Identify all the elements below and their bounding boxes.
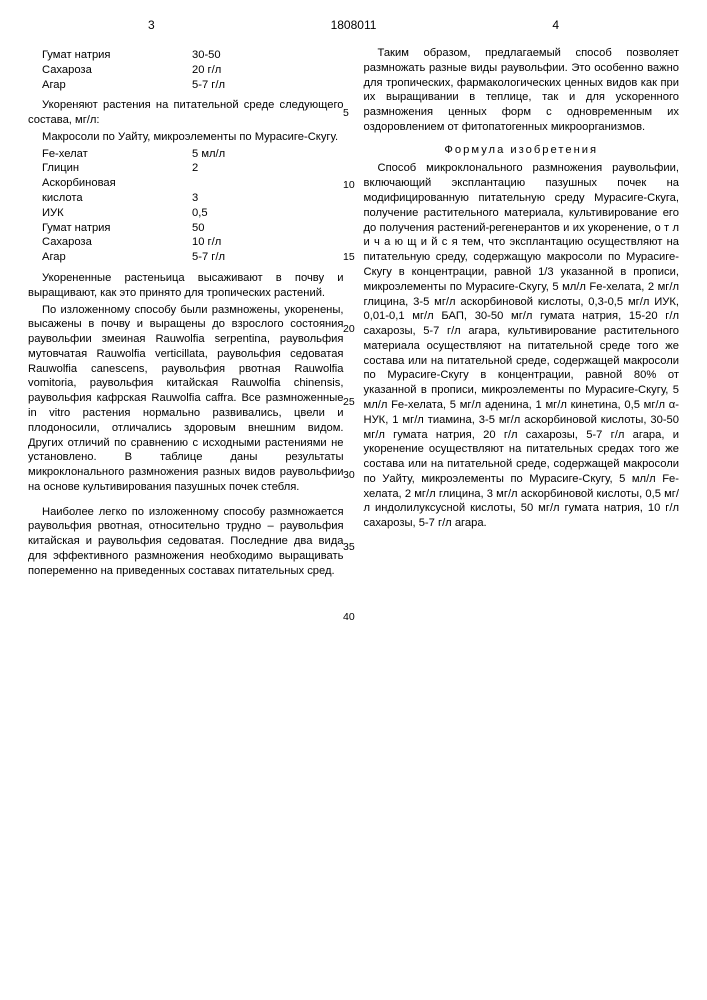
cell-value: 30-50	[192, 48, 344, 63]
table-row: ИУК0,5	[28, 206, 344, 221]
table-row: Сахароза10 г/л	[28, 235, 344, 250]
page-header: 3 4 1808011	[28, 18, 679, 32]
page: 3 4 1808011 Гумат натрия30-50 Сахароза20…	[0, 0, 707, 611]
line-number: 10	[343, 180, 355, 191]
cell-value: 10 г/л	[192, 235, 344, 250]
table-row: Агар5-7 г/л	[28, 250, 344, 265]
cell-value: 50	[192, 221, 344, 236]
cell-label: Глицин	[28, 161, 192, 176]
table-row: Глицин2	[28, 161, 344, 176]
line-number: 15	[343, 252, 355, 263]
composition-table-1: Гумат натрия30-50 Сахароза20 г/л Агар5-7…	[28, 48, 344, 92]
cell-label: Гумат натрия	[28, 221, 192, 236]
cell-value: 20 г/л	[192, 63, 344, 78]
cell-value	[192, 176, 344, 191]
cell-label: Сахароза	[28, 63, 192, 78]
line-number: 20	[343, 324, 355, 335]
cell-label: Агар	[28, 250, 192, 265]
cell-value: 0,5	[192, 206, 344, 221]
line-number: 25	[343, 397, 355, 408]
composition-table-2: Fe-хелат5 мл/л Глицин2 Аскорбиновая кисл…	[28, 147, 344, 265]
cell-label: Сахароза	[28, 235, 192, 250]
paragraph: Способ микроклонального размножения раув…	[364, 161, 680, 531]
formula-title: Формула изобретения	[364, 143, 680, 158]
paragraph: Укорененные растеньица высаживают в почв…	[28, 271, 344, 301]
table-row: Сахароза20 г/л	[28, 63, 344, 78]
cell-label: Аскорбиновая	[28, 176, 192, 191]
cell-value: 3	[192, 191, 344, 206]
cell-label: кислота	[28, 191, 192, 206]
cell-label: Fe-хелат	[28, 147, 192, 162]
cell-label: Агар	[28, 78, 192, 93]
line-number: 35	[343, 542, 355, 553]
cell-label: ИУК	[28, 206, 192, 221]
table-row: кислота3	[28, 191, 344, 206]
cell-value: 5 мл/л	[192, 147, 344, 162]
text-columns: Гумат натрия30-50 Сахароза20 г/л Агар5-7…	[28, 46, 679, 581]
line-number: 5	[343, 108, 349, 119]
line-number: 30	[343, 470, 355, 481]
paragraph: Макросоли по Уайту, микроэлементы по Мур…	[28, 130, 344, 145]
paragraph: Укореняют растения на питательной среде …	[28, 98, 344, 128]
paragraph: По изложенному способу были размножены, …	[28, 303, 344, 495]
table-row: Агар5-7 г/л	[28, 78, 344, 93]
left-column: Гумат натрия30-50 Сахароза20 г/л Агар5-7…	[28, 46, 344, 581]
table-row: Гумат натрия30-50	[28, 48, 344, 63]
line-number: 40	[343, 612, 355, 623]
paragraph: Таким образом, предлагаемый способ позво…	[364, 46, 680, 135]
paragraph: Наиболее легко по изложенному способу ра…	[28, 505, 344, 579]
table-row: Fe-хелат5 мл/л	[28, 147, 344, 162]
patent-number: 1808011	[28, 18, 679, 32]
page-number-left: 3	[148, 18, 155, 32]
cell-value: 5-7 г/л	[192, 250, 344, 265]
cell-value: 5-7 г/л	[192, 78, 344, 93]
cell-label: Гумат натрия	[28, 48, 192, 63]
page-number-right: 4	[552, 18, 559, 32]
table-row: Гумат натрия50	[28, 221, 344, 236]
right-column: Таким образом, предлагаемый способ позво…	[364, 46, 680, 581]
table-row: Аскорбиновая	[28, 176, 344, 191]
cell-value: 2	[192, 161, 344, 176]
